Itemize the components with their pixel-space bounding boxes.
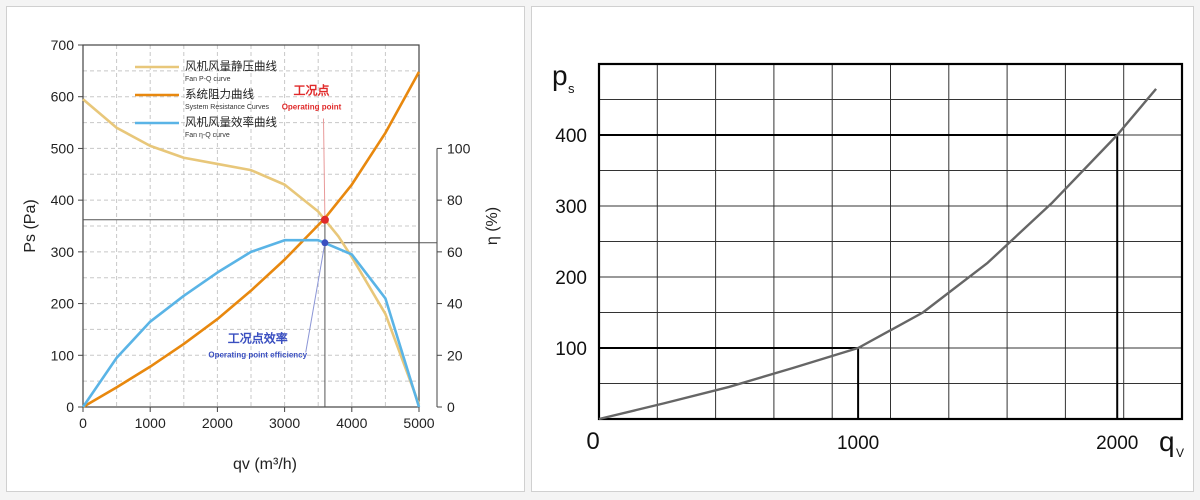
x-axis-label-sub: V: [1176, 446, 1184, 460]
y-axis-label: Ps (Pa): [22, 199, 39, 252]
y-tick-label: 400: [51, 192, 75, 208]
series-line-1: [598, 88, 1158, 421]
x-tick-label: 1000: [837, 433, 879, 454]
efficiency-leader: [305, 242, 326, 353]
x-tick-label: 0: [79, 415, 87, 431]
x-axis-label: qv (m³/h): [233, 456, 297, 473]
y-tick-label: 700: [51, 37, 75, 53]
y2-axis-label: η (%): [484, 207, 501, 245]
x-tick-label: 0: [586, 428, 599, 455]
y2-tick-label: 60: [447, 244, 463, 260]
y2-tick-label: 0: [447, 399, 455, 415]
x-tick-label: 1000: [135, 415, 166, 431]
y-tick-label: 300: [555, 197, 587, 218]
x-axis-label-main: q: [1159, 426, 1175, 457]
legend-label-cn-2: 系统阻力曲线: [185, 87, 254, 101]
y-tick-label: 500: [51, 140, 75, 156]
series-line-3: [81, 238, 421, 408]
x-tick-label: 2000: [202, 415, 233, 431]
x-tick-label: 2000: [1096, 433, 1138, 454]
y-tick-label: 200: [555, 268, 587, 289]
x-tick-label: 5000: [403, 415, 434, 431]
efficiency-label-cn: 工况点效率: [228, 330, 288, 345]
plot-frame: [82, 44, 420, 408]
fan-curve-chart-panel: 0 100 200 300 400 500 600 700 0 1000 2000 3000 4000 5…: [6, 6, 525, 492]
system-resistance-chart: 100 200 300 400 0 1000 2000 p s q V: [552, 60, 1184, 460]
x-tick-label: 3000: [269, 415, 300, 431]
y-tick-label: 100: [555, 339, 587, 360]
y-tick-label: 600: [51, 89, 75, 105]
y-tick-label: 100: [51, 347, 75, 363]
series-line-1: [82, 98, 421, 405]
series-line-2: [82, 71, 421, 409]
y-axis-label-sub: s: [568, 81, 575, 96]
efficiency-marker: [321, 239, 329, 247]
operating-point-leader: [322, 118, 326, 220]
system-resistance-chart-panel: 100 200 300 400 0 1000 2000 p s q V: [531, 6, 1194, 492]
y-tick-label: 400: [555, 126, 587, 147]
y-tick-label: 300: [51, 244, 75, 260]
y2-tick-label: 100: [447, 140, 471, 156]
y2-tick-label: 80: [447, 192, 463, 208]
legend-label-en-1: Fan P-Q curve: [185, 76, 231, 83]
legend-label-cn-3: 风机风量效率曲线: [185, 115, 277, 129]
operating-point-marker: [320, 215, 329, 224]
legend-label-cn-1: 风机风量静压曲线: [185, 59, 277, 73]
legend-label-en-3: Fan η-Q curve: [185, 132, 230, 139]
y-tick-label: 0: [66, 399, 74, 415]
legend-label-en-2: System Resistance Curves: [185, 104, 270, 111]
plot-frame: [597, 62, 1184, 421]
y2-tick-label: 20: [447, 347, 463, 363]
operating-point-label-en: Operating point: [282, 102, 342, 111]
x-tick-label: 4000: [336, 415, 367, 431]
operating-point-label-cn: 工况点: [293, 82, 329, 97]
efficiency-label-en: Operating point efficiency: [208, 350, 307, 359]
y-tick-label: 200: [51, 296, 75, 312]
y2-tick-label: 40: [447, 296, 463, 312]
y-axis-label-main: p: [552, 60, 568, 91]
